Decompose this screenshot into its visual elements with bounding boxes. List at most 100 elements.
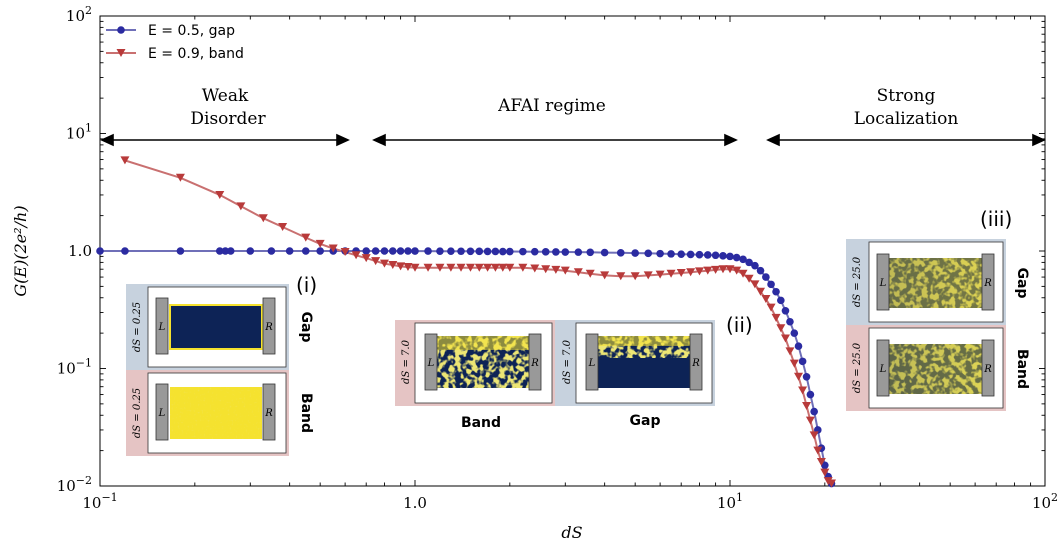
data-point-band [776, 324, 786, 333]
data-point-gap [530, 247, 539, 256]
data-point-gap [732, 253, 741, 262]
data-point-band [761, 295, 771, 304]
regime-arrows [100, 133, 1046, 147]
inset-iii-band-dS: dS = 25.0 [852, 342, 863, 393]
data-point-band [315, 239, 325, 248]
inset-iii-gap-label: Gap [1014, 268, 1030, 299]
legend: E = 0.5, gap E = 0.9, band [106, 23, 244, 62]
data-point-gap [285, 247, 294, 255]
data-point-band [518, 263, 528, 272]
data-point-band [175, 173, 185, 182]
svg-text:L: L [427, 358, 435, 369]
data-point-band [465, 263, 475, 272]
y-tick-label: 102 [66, 4, 92, 25]
data-point-gap [541, 248, 550, 256]
data-point-gap [745, 258, 753, 267]
data-point-gap [794, 342, 803, 350]
data-point-gap [371, 247, 380, 255]
data-point-gap [739, 255, 747, 264]
data-point-band [676, 268, 686, 277]
data-point-band [780, 334, 790, 343]
data-point-band [278, 223, 288, 232]
data-point-gap [751, 261, 759, 270]
afai-regime-label: AFAI regime [497, 96, 606, 116]
data-point-band [551, 265, 561, 274]
y-tick-label: 10−2 [57, 474, 92, 495]
data-point-gap [781, 306, 790, 315]
data-point-band [686, 268, 696, 277]
data-point-band [600, 271, 610, 280]
data-point-band [630, 272, 640, 281]
data-point-gap [491, 247, 500, 256]
data-point-gap [677, 250, 686, 258]
data-point-gap [404, 247, 412, 255]
data-point-band [820, 468, 830, 477]
data-point-gap [380, 247, 389, 255]
inset-i: (i) L R dS = 0.25 Gap L R dS = 0.25 Band [126, 273, 317, 456]
svg-text:R: R [264, 322, 273, 333]
inset-ii-band-label: Band [461, 415, 501, 431]
data-point-gap [767, 280, 775, 289]
data-point-band [120, 156, 130, 165]
axis-ticks [99, 15, 1046, 487]
data-point-gap [772, 287, 780, 296]
data-point-gap [786, 317, 794, 326]
data-point-gap [519, 247, 527, 256]
strong-localization-label-line2: Localization [854, 109, 959, 129]
x-axis-label: dS [561, 523, 582, 542]
data-point-band [785, 347, 795, 356]
data-point-band [643, 271, 653, 280]
inset-ii: (ii) L R dS = 7.0 Band L R dS = 7.0 Gap [395, 313, 753, 431]
y-tick-label: 101 [66, 122, 92, 143]
data-point-gap [695, 250, 704, 259]
data-point-gap [644, 249, 653, 258]
inset-ii-gap-dS: dS = 7.0 [562, 339, 573, 384]
legend-label-gap: E = 0.5, gap [148, 23, 235, 39]
svg-text:R: R [530, 358, 539, 369]
data-point-gap [777, 296, 785, 305]
data-point-gap [719, 252, 727, 260]
data-point-band [258, 214, 268, 223]
data-point-gap [552, 248, 560, 256]
data-point-band [750, 280, 760, 289]
x-tick-label: 102 [1032, 491, 1058, 512]
series-line-1 [124, 159, 833, 485]
svg-text:R: R [264, 408, 273, 419]
data-point-gap [762, 273, 770, 281]
data-point-band [446, 263, 456, 272]
data-point-band [505, 263, 515, 272]
svg-text:L: L [879, 278, 887, 289]
data-point-gap [396, 247, 405, 255]
data-point-gap [447, 247, 455, 256]
legend-marker-gap [117, 26, 125, 34]
data-point-gap [574, 248, 583, 256]
data-point-band [794, 372, 804, 381]
data-point-gap [424, 247, 432, 255]
svg-text:R: R [983, 364, 992, 375]
data-point-band [361, 254, 371, 263]
legend-label-band: E = 0.9, band [148, 46, 244, 62]
inset-ii-gap-label: Gap [630, 413, 661, 429]
inset-iii-band-label: Band [1014, 349, 1030, 389]
data-point-band [560, 266, 570, 275]
svg-text:L: L [879, 364, 887, 375]
data-point-gap [316, 247, 324, 255]
data-point-band [826, 479, 836, 488]
data-point-gap [457, 247, 465, 256]
data-point-band [802, 401, 812, 410]
svg-text:R: R [691, 358, 700, 369]
x-tick-label: 10−1 [82, 491, 117, 512]
data-point-band [340, 248, 350, 257]
data-point-band [301, 233, 311, 242]
y-tick-label: 1.0 [68, 242, 92, 260]
data-point-band [236, 202, 246, 211]
data-point-gap [362, 247, 371, 255]
data-point-gap [802, 372, 811, 381]
data-point-gap [388, 247, 397, 255]
data-point-gap [616, 249, 625, 257]
data-point-band [351, 251, 361, 260]
inset-i-band-dS: dS = 0.25 [132, 388, 143, 438]
data-point-gap [506, 247, 514, 256]
data-point-band [328, 244, 338, 253]
